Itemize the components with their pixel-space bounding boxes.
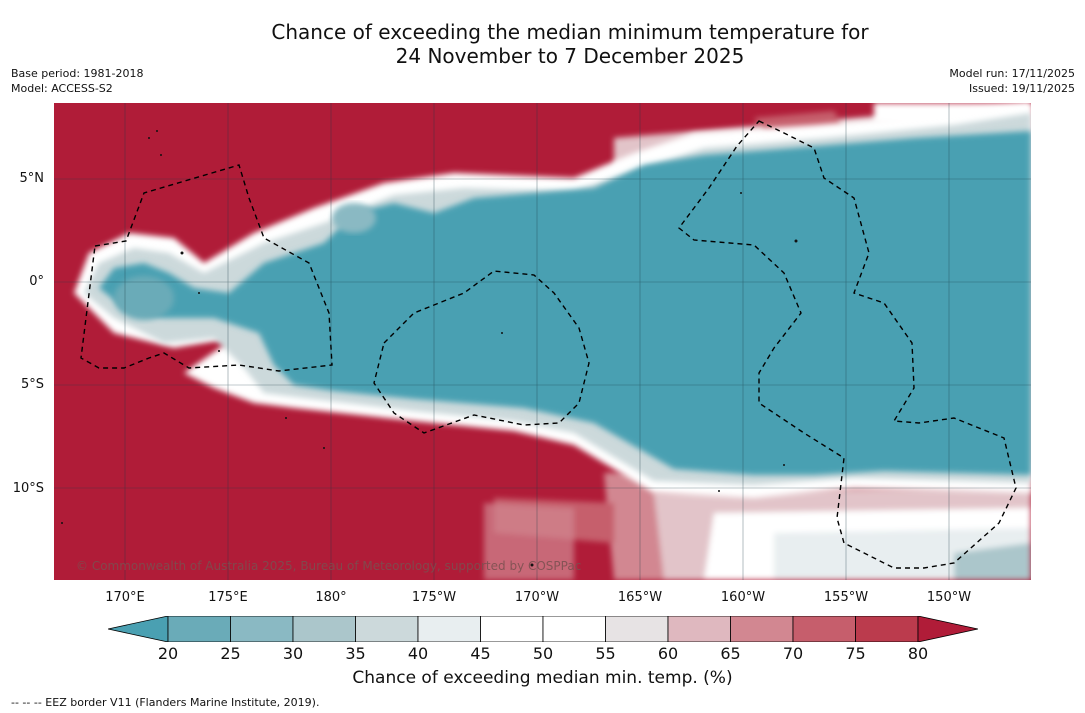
colorbar-tick-30: 30: [282, 644, 304, 663]
colorbar-segment-30-35: [292, 615, 356, 643]
colorbar-low-extend: [107, 615, 169, 643]
southern-mixed-zone: [484, 463, 1031, 580]
colorbar-segment-60-65: [667, 615, 731, 643]
colorbar-tick-45: 45: [470, 644, 491, 663]
lat-label-10s: 10°S: [12, 481, 44, 496]
colorbar-tick-60: 60: [657, 644, 679, 663]
eez-footnote: -- -- -- EEZ border V11 (Flanders Marine…: [11, 696, 320, 709]
colorbar-tick-35: 35: [345, 644, 366, 663]
meta-left: Base period: 1981-2018 Model: ACCESS-S2: [11, 66, 143, 96]
colorbar-tick-20: 20: [157, 644, 179, 663]
lon-label-160w: 160°W: [720, 590, 766, 605]
eez-borders: [80, 120, 1017, 569]
meta-right: Model run: 17/11/2025 Issued: 19/11/2025: [949, 66, 1075, 96]
lat-label-5s: 5°S: [20, 377, 44, 392]
cool-patch-west: [114, 276, 174, 320]
colorbar-segment-20-25: [167, 615, 231, 643]
colorbar-high-extend: [917, 615, 979, 643]
cool-patch-north: [332, 203, 376, 233]
lon-label-165w: 165°W: [617, 590, 663, 605]
lon-label-150w: 150°W: [926, 590, 972, 605]
title-line-2: 24 November to 7 December 2025: [395, 44, 745, 68]
lon-label-175w: 175°W: [411, 590, 457, 605]
colorbar-segment-50-55: [542, 615, 606, 643]
cool-region: [99, 131, 1031, 475]
colorbar-tick-75: 75: [845, 644, 866, 663]
lon-label-170w: 170°W: [514, 590, 560, 605]
colorbar-segment-55-60: [605, 615, 669, 643]
chart-title: Chance of exceeding the median minimum t…: [0, 20, 1085, 68]
model-name: Model: ACCESS-S2: [11, 82, 113, 95]
colorbar-tick-25: 25: [220, 644, 241, 663]
colorbar-label: Chance of exceeding median min. temp. (%…: [352, 668, 733, 688]
island-dots: [61, 130, 798, 567]
colorbar-tick-50: 50: [532, 644, 554, 663]
colorbar-tick-40: 40: [407, 644, 429, 663]
lon-label-155w: 155°W: [823, 590, 869, 605]
colorbar: [107, 615, 979, 643]
title-line-1: Chance of exceeding the median minimum t…: [271, 20, 869, 44]
lon-label-170e: 170°E: [105, 590, 145, 605]
forecast-map[interactable]: [54, 103, 1031, 580]
colorbar-segment-75-80: [855, 615, 919, 643]
colorbar-segment-45-50: [480, 615, 544, 643]
lon-label-175e: 175°E: [208, 590, 248, 605]
lat-label-5n: 5°N: [19, 171, 45, 186]
colorbar-tick-70: 70: [782, 644, 804, 663]
colorbar-segment-40-45: [417, 615, 481, 643]
colorbar-segment-70-75: [792, 615, 856, 643]
colorbar-tick-65: 65: [720, 644, 741, 663]
colorbar-segment-25-30: [230, 615, 294, 643]
colorbar-tick-80: 80: [907, 644, 929, 663]
lon-label-180: 180°: [315, 590, 347, 605]
base-period: Base period: 1981-2018: [11, 67, 144, 80]
model-run: Model run: 17/11/2025: [949, 67, 1075, 80]
lat-label-0: 0°: [29, 274, 44, 289]
colorbar-segment-35-40: [355, 615, 419, 643]
issued-date: Issued: 19/11/2025: [968, 82, 1075, 95]
colorbar-segment-65-70: [730, 615, 794, 643]
colorbar-tick-55: 55: [595, 644, 616, 663]
copyright-notice: © Commonwealth of Australia 2025, Bureau…: [76, 559, 582, 573]
